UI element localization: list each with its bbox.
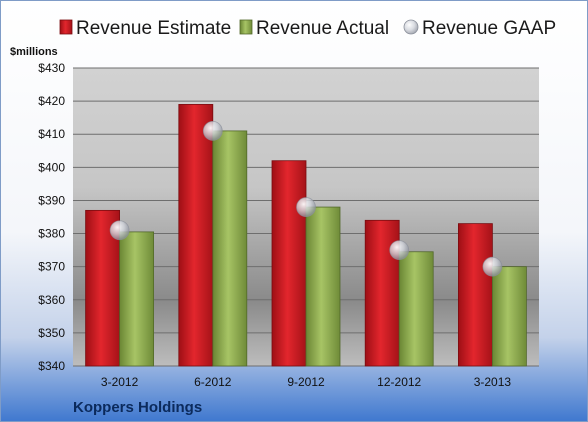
y-axis-ticks: $340 $350 $360 $370 $380 $390 $400 $410 $420 $430 [38,61,65,373]
gaap-markers [109,121,503,277]
bars [85,104,527,367]
legend-label: Revenue Estimate [76,18,231,39]
bar-revenue-actual [491,266,527,367]
marker-revenue-gaap [109,220,130,241]
legend-label: Revenue GAAP [422,18,556,39]
bar-revenue-actual [398,251,434,367]
legend-swatch [239,19,253,35]
x-tick-label: 3-2012 [101,375,139,389]
y-tick-label: $380 [38,227,65,241]
y-unit-label: $millions [10,46,58,58]
marker-revenue-gaap [296,197,316,217]
y-tick-label: $430 [38,61,65,75]
y-tick-label: $350 [38,326,65,340]
legend: Revenue Estimate Revenue Actual Revenue GA… [59,18,556,39]
bar-revenue-estimate [178,104,214,367]
y-tick-label: $370 [38,260,65,274]
x-tick-label: 6-2012 [194,375,232,389]
y-tick-label: $360 [38,293,65,307]
y-tick-label: $410 [38,127,65,141]
bar-revenue-estimate [457,223,493,367]
x-tick-label: 9-2012 [287,375,325,389]
bar-revenue-estimate [271,160,307,367]
legend-swatch [59,19,73,35]
y-tick-label: $420 [38,94,65,108]
legend-marker [403,19,419,35]
y-tick-label: $400 [38,160,65,174]
bar-revenue-actual [119,231,154,367]
company-name: Koppers Holdings [73,399,202,416]
y-tick-label: $340 [38,359,65,373]
x-tick-label: 12-2012 [377,375,421,389]
y-tick-label: $390 [38,193,65,207]
bar-revenue-estimate [364,219,400,367]
marker-revenue-gaap [482,256,503,277]
legend-label: Revenue Actual [256,18,389,39]
bar-revenue-actual [305,206,341,367]
x-axis-ticks: 3-2012 6-2012 9-2012 12-2012 3-2013 [101,375,511,389]
marker-revenue-gaap [202,121,223,141]
marker-revenue-gaap [389,240,410,261]
bar-revenue-actual [212,130,248,367]
x-tick-label: 3-2013 [474,375,512,389]
